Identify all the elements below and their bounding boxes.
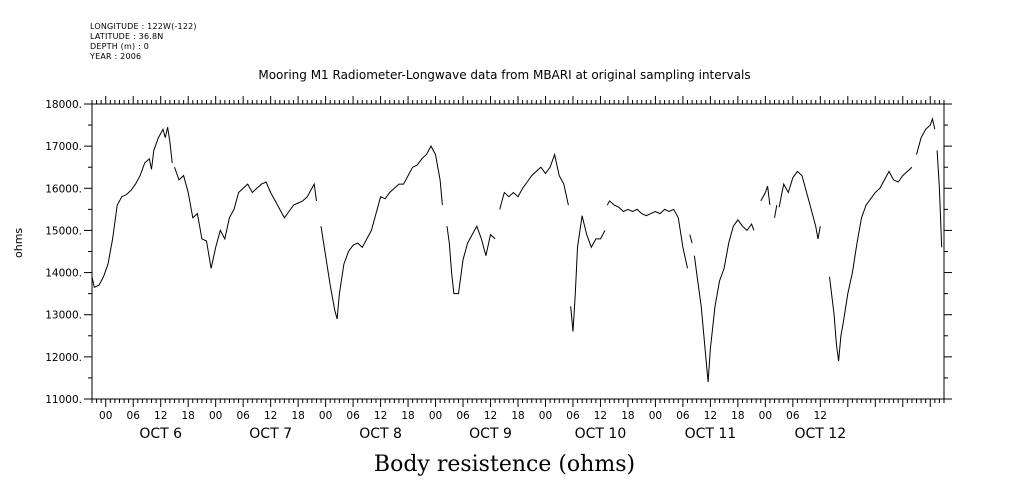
x-hour-label: 06: [566, 410, 580, 422]
y-tick-label: 15000.: [45, 225, 82, 237]
x-hour-label: 12: [374, 410, 387, 422]
x-day-label: OCT 7: [249, 426, 292, 442]
series-line-segment: [606, 200, 688, 269]
series-line-segment: [774, 205, 778, 218]
y-tick-label: 17000.: [45, 141, 82, 153]
x-hour-label: 06: [676, 410, 690, 422]
x-hour-label: 00: [319, 410, 332, 422]
y-tick-label: 13000.: [45, 310, 82, 322]
x-day-label: OCT 9: [469, 426, 512, 442]
series-line-segment: [693, 219, 755, 383]
y-tick-label: 18000.: [45, 99, 82, 111]
x-hour-label: 00: [99, 410, 112, 422]
latitude-text: LATITUDE : 36.8N: [90, 32, 164, 41]
x-hour-label: 18: [621, 410, 634, 422]
x-hour-label: 00: [649, 410, 662, 422]
x-hour-label: 18: [731, 410, 744, 422]
year-text: YEAR : 2006: [90, 52, 142, 61]
x-hour-label: 06: [786, 410, 800, 422]
series-line-segment: [778, 170, 821, 239]
series-line-segment: [936, 150, 943, 248]
x-hour-label: 00: [209, 410, 222, 422]
x-day-label: OCT 12: [795, 426, 847, 442]
series-line-segment: [689, 234, 693, 244]
x-hour-label: 00: [539, 410, 552, 422]
y-axis-label: ohms: [12, 227, 25, 258]
x-hour-label: 12: [814, 410, 827, 422]
x-hour-label: 18: [291, 410, 304, 422]
depth-text: DEPTH (m) : 0: [90, 42, 149, 51]
x-hour-label: 06: [456, 410, 470, 422]
y-tick-label: 14000.: [45, 268, 82, 280]
series-line-segment: [446, 224, 496, 295]
y-tick-label: 16000.: [45, 183, 82, 195]
x-hour-label: 12: [264, 410, 277, 422]
x-hour-label: 12: [484, 410, 497, 422]
x-hour-label: 06: [346, 410, 360, 422]
chart-title: Mooring M1 Radiometer-Longwave data from…: [258, 68, 751, 82]
x-day-label: OCT 10: [575, 426, 627, 442]
x-hour-label: 18: [511, 410, 524, 422]
series-line-segment: [916, 116, 936, 155]
x-day-label: OCT 8: [359, 426, 402, 442]
x-hour-label: 06: [236, 410, 250, 422]
x-hour-label: 12: [594, 410, 607, 422]
y-tick-label: 11000.: [45, 394, 82, 406]
x-hour-label: 00: [429, 410, 442, 422]
x-hour-label: 12: [154, 410, 167, 422]
series-line-segment: [320, 145, 443, 320]
x-hour-label: 00: [759, 410, 772, 422]
series-line-segment: [829, 166, 913, 362]
x-hour-label: 06: [127, 410, 141, 422]
plot-frame: [91, 103, 945, 400]
y-tick-label: 12000.: [45, 352, 82, 364]
series-line-segment: [570, 215, 606, 332]
x-hour-label: 12: [704, 410, 717, 422]
longitude-text: LONGITUDE : 122W(-122): [90, 22, 197, 31]
series-line-segment: [174, 167, 317, 269]
series-line-segment: [91, 127, 173, 289]
x-hour-label: 18: [182, 410, 195, 422]
x-axis-label: Body resistence (ohms): [373, 452, 636, 477]
series-line-segment: [760, 186, 771, 206]
series-line-segment: [499, 152, 569, 210]
metadata-block: LONGITUDE : 122W(-122) LATITUDE : 36.8N …: [90, 22, 197, 62]
x-day-label: OCT 6: [139, 426, 182, 442]
x-day-label: OCT 11: [685, 426, 737, 442]
x-hour-label: 18: [401, 410, 414, 422]
